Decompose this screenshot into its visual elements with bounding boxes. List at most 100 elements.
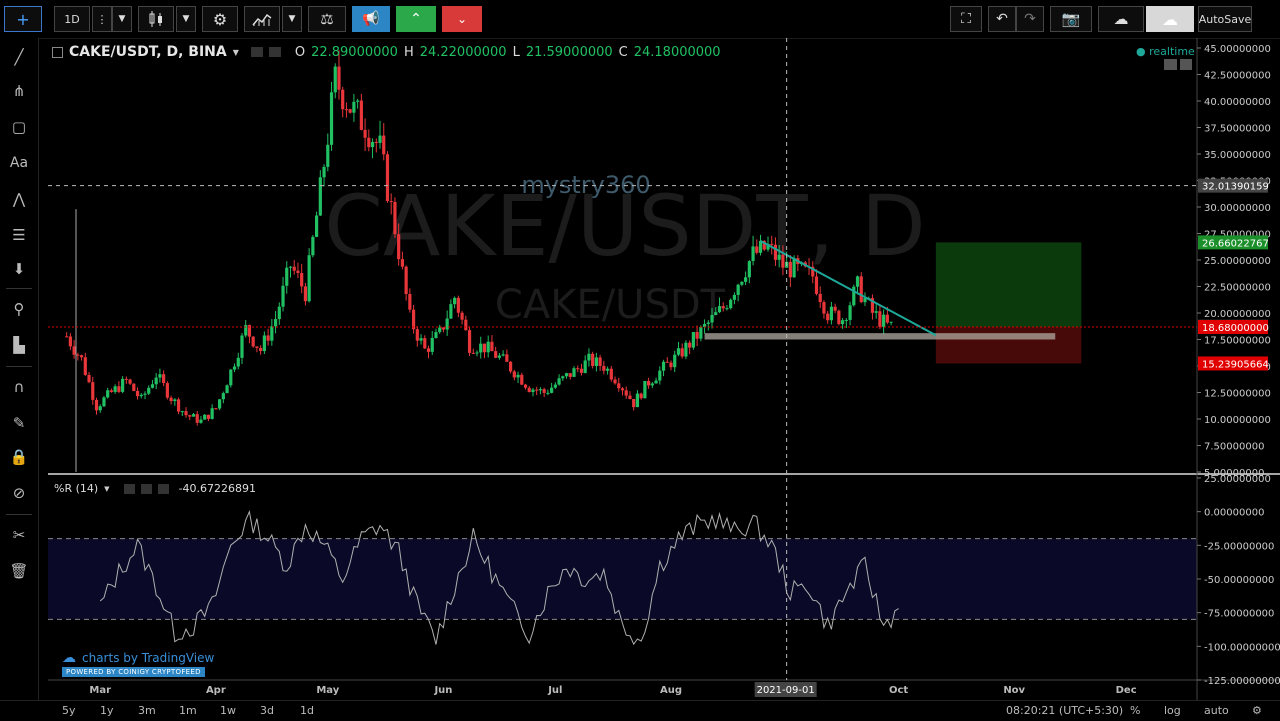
candle-body xyxy=(162,374,166,384)
delete-drawings-button[interactable]: 🗑 xyxy=(6,558,32,584)
legend-collapse-icon[interactable] xyxy=(52,46,63,58)
candle-body xyxy=(755,246,759,253)
wr-tick-label: -75.00000000 xyxy=(1204,609,1274,620)
text-tool[interactable]: Aa xyxy=(6,150,32,176)
candle-body xyxy=(635,393,640,408)
wr-band-fill xyxy=(48,538,1197,620)
candle-body xyxy=(620,388,625,391)
hide-drawings-tool[interactable]: ⊘ xyxy=(6,480,32,506)
crosshair-tool-button[interactable]: + xyxy=(4,6,42,32)
autosave-button[interactable]: AutoSave xyxy=(1198,6,1252,32)
chart-settings-button[interactable]: ⚙ xyxy=(1246,703,1268,719)
trendline-tool[interactable]: ╱ xyxy=(6,44,32,70)
candle-body xyxy=(490,341,494,352)
pane-down-icon[interactable] xyxy=(1179,59,1192,70)
symbol-label[interactable]: CAKE/USDT, D, BINA xyxy=(69,44,227,60)
stay-drawing-tool[interactable]: ✎ xyxy=(6,410,32,436)
indicator-settings-icon[interactable] xyxy=(140,483,152,494)
lock-tool[interactable]: 🔒 xyxy=(6,444,32,470)
undo-button[interactable]: ↶ xyxy=(988,6,1016,32)
save-chart-button[interactable]: ☁ xyxy=(1146,6,1194,32)
indicator-name[interactable]: %R (14) xyxy=(54,482,99,495)
candle-body xyxy=(520,374,524,385)
candle-body xyxy=(382,135,386,155)
candle-body xyxy=(210,408,214,419)
range-5y[interactable]: 5y xyxy=(62,704,76,717)
candle-body xyxy=(736,284,740,295)
candle-body xyxy=(818,293,822,303)
legend-settings-icon[interactable] xyxy=(268,47,281,57)
range-1y[interactable]: 1y xyxy=(100,704,114,717)
rectangle-tool[interactable]: ▢ xyxy=(6,114,32,140)
interval-dropdown-button[interactable]: ▼ xyxy=(112,6,132,32)
range-1w[interactable]: 1w xyxy=(220,704,236,717)
candle-body xyxy=(770,243,774,245)
bottom-toolbar: 5y 1y 3m 1m 1w 3d 1d 08:20:21 (UTC+5:30)… xyxy=(0,700,1280,721)
pattern-tool[interactable]: ⋀ xyxy=(6,186,32,212)
candle-body xyxy=(132,383,136,391)
candle-body xyxy=(773,244,778,260)
sell-button[interactable]: ⌄ xyxy=(442,6,482,32)
candle-body xyxy=(221,393,225,400)
pane-controls[interactable] xyxy=(1164,59,1192,70)
megaphone-icon: 📢 xyxy=(362,11,380,27)
candle-body xyxy=(65,336,69,338)
fib-tool[interactable]: ☰ xyxy=(6,222,32,248)
tradingview-branding[interactable]: ☁ charts by TradingView xyxy=(62,650,214,666)
chevron-down-icon[interactable]: ▼ xyxy=(104,484,110,493)
range-3m[interactable]: 3m xyxy=(138,704,156,717)
log-toggle[interactable]: log xyxy=(1164,704,1181,717)
fullscreen-button[interactable]: ⛶ xyxy=(950,6,982,32)
auto-toggle[interactable]: auto xyxy=(1204,704,1229,717)
percent-toggle[interactable]: % xyxy=(1130,704,1141,717)
interval-button[interactable]: 1D xyxy=(54,6,90,32)
load-chart-button[interactable]: ☁ xyxy=(1098,6,1144,32)
pane-up-icon[interactable] xyxy=(1164,59,1177,70)
candle-body xyxy=(199,419,203,423)
measure-tool[interactable]: ▙ xyxy=(6,332,32,358)
indicators-dropdown[interactable]: ▼ xyxy=(282,6,302,32)
range-1m[interactable]: 1m xyxy=(179,704,197,717)
time-tick-label: Aug xyxy=(660,685,682,696)
symbol-dropdown-icon[interactable]: ▼ xyxy=(232,47,239,57)
pitchfork-tool[interactable]: ⋔ xyxy=(6,78,32,104)
candle-body xyxy=(415,329,419,341)
cloud-logo-icon: ☁ xyxy=(62,650,76,666)
compare-button[interactable]: ⚖ xyxy=(308,6,346,32)
price-marker-label: 15.23905664 xyxy=(1202,359,1269,370)
candle-body xyxy=(814,276,819,294)
candle-body xyxy=(691,331,695,348)
indicator-close-icon[interactable] xyxy=(157,483,169,494)
candle-body xyxy=(564,373,569,377)
more-options-button[interactable]: ⋮ xyxy=(92,6,112,32)
indicators-button[interactable] xyxy=(244,6,280,32)
alert-button[interactable]: 📢 xyxy=(352,6,390,32)
powered-text: POWERED BY COINIGY CRYPTOFEED xyxy=(66,668,201,676)
remove-tools-button[interactable]: ✂ xyxy=(6,522,32,548)
candle-body xyxy=(281,285,285,307)
magnet-tool[interactable]: ∩ xyxy=(6,374,32,400)
snapshot-button[interactable]: 📷 xyxy=(1050,6,1092,32)
indicator-eye-icon[interactable] xyxy=(123,483,135,494)
buy-button[interactable]: ⌃ xyxy=(396,6,436,32)
interval-label: 1D xyxy=(64,12,80,26)
range-3d[interactable]: 3d xyxy=(260,704,274,717)
candle-body xyxy=(154,377,158,385)
zoom-tool[interactable]: ⚲ xyxy=(6,296,32,322)
redo-button[interactable]: ↷ xyxy=(1016,6,1044,32)
powered-by-badge[interactable]: POWERED BY COINIGY CRYPTOFEED xyxy=(62,667,205,677)
chart-style-button[interactable] xyxy=(138,6,174,32)
range-1d[interactable]: 1d xyxy=(300,704,314,717)
candle-body xyxy=(135,390,140,397)
arrow-tool[interactable]: ⬇ xyxy=(6,256,32,282)
clock-time[interactable]: 08:20:21 (UTC+5:30) xyxy=(1006,704,1124,717)
candle-body xyxy=(348,109,352,113)
settings-button[interactable]: ⚙ xyxy=(202,6,238,32)
candle-body xyxy=(680,348,684,357)
candle-body xyxy=(721,306,725,309)
chart-style-dropdown[interactable]: ▼ xyxy=(176,6,196,32)
legend-eye-icon[interactable] xyxy=(250,47,263,57)
top-toolbar: + 1D ⋮ ▼ ▼ ⚙ ▼ ⚖ 📢 ⌃ ⌄ ⛶ ↶ ↷ 📷 ☁ ☁ AutoS… xyxy=(0,0,1280,39)
candle-body xyxy=(322,166,326,178)
